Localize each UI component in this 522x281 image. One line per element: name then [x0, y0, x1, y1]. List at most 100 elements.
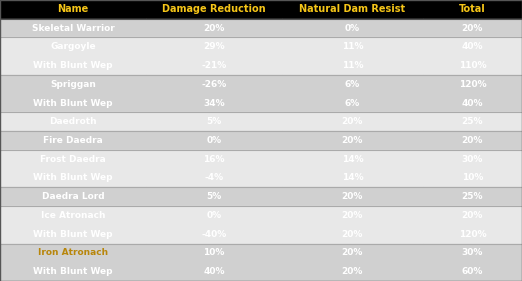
Text: Damage Reduction: Damage Reduction — [162, 4, 266, 14]
Text: 20%: 20% — [342, 136, 363, 145]
Text: 6%: 6% — [345, 99, 360, 108]
Bar — [146, 244, 282, 262]
Text: Iron Atronach: Iron Atronach — [38, 248, 108, 257]
Text: Natural Dam Resist: Natural Dam Resist — [299, 4, 406, 14]
Bar — [0, 244, 146, 262]
Bar — [282, 262, 423, 281]
Bar — [146, 19, 282, 37]
Bar — [423, 225, 522, 244]
Bar — [0, 19, 146, 37]
Text: Name: Name — [57, 4, 89, 14]
Text: 6%: 6% — [345, 80, 360, 89]
Bar — [0, 94, 146, 112]
Bar — [146, 94, 282, 112]
Text: 25%: 25% — [461, 117, 483, 126]
Bar — [146, 206, 282, 225]
Bar — [0, 206, 146, 225]
Text: 20%: 20% — [342, 117, 363, 126]
Bar — [146, 112, 282, 131]
Text: Gargoyle: Gargoyle — [50, 42, 96, 51]
Text: 11%: 11% — [341, 42, 363, 51]
Text: -21%: -21% — [201, 61, 227, 70]
Bar — [0, 112, 146, 131]
Bar — [282, 94, 423, 112]
Bar — [423, 75, 522, 94]
Text: 34%: 34% — [203, 99, 225, 108]
Text: Frost Daedra: Frost Daedra — [40, 155, 106, 164]
Text: 60%: 60% — [462, 267, 483, 276]
Bar — [0, 169, 146, 187]
Bar — [423, 187, 522, 206]
Text: 20%: 20% — [342, 192, 363, 201]
Text: 110%: 110% — [459, 61, 486, 70]
Text: Total: Total — [459, 4, 486, 14]
Text: With Blunt Wep: With Blunt Wep — [33, 173, 113, 182]
Text: 20%: 20% — [342, 248, 363, 257]
Text: 5%: 5% — [206, 192, 222, 201]
Bar — [282, 206, 423, 225]
Text: Ice Atronach: Ice Atronach — [41, 211, 105, 220]
Bar — [0, 187, 146, 206]
Bar — [0, 75, 146, 94]
Bar — [0, 262, 146, 281]
Text: 20%: 20% — [462, 211, 483, 220]
Text: 14%: 14% — [341, 155, 363, 164]
Text: With Blunt Wep: With Blunt Wep — [33, 267, 113, 276]
Bar — [282, 131, 423, 150]
Text: 30%: 30% — [462, 155, 483, 164]
Bar — [146, 75, 282, 94]
Bar — [146, 0, 282, 19]
Bar — [423, 112, 522, 131]
Text: -4%: -4% — [205, 173, 223, 182]
Text: 0%: 0% — [345, 24, 360, 33]
Bar — [282, 75, 423, 94]
Bar — [0, 225, 146, 244]
Bar — [423, 94, 522, 112]
Bar — [423, 169, 522, 187]
Bar — [146, 150, 282, 169]
Text: -40%: -40% — [201, 230, 227, 239]
Text: 14%: 14% — [341, 173, 363, 182]
Bar — [423, 206, 522, 225]
Bar — [282, 19, 423, 37]
Bar — [282, 150, 423, 169]
Text: 16%: 16% — [203, 155, 225, 164]
Bar — [146, 169, 282, 187]
Bar — [282, 112, 423, 131]
Bar — [0, 0, 146, 19]
Text: 5%: 5% — [206, 117, 222, 126]
Bar — [423, 131, 522, 150]
Bar — [146, 187, 282, 206]
Bar — [0, 37, 146, 56]
Bar — [146, 225, 282, 244]
Bar — [146, 37, 282, 56]
Text: 20%: 20% — [462, 136, 483, 145]
Text: 25%: 25% — [461, 192, 483, 201]
Bar — [0, 56, 146, 75]
Bar — [0, 131, 146, 150]
Bar — [146, 131, 282, 150]
Bar — [282, 0, 423, 19]
Bar — [146, 56, 282, 75]
Text: Fire Daedra: Fire Daedra — [43, 136, 103, 145]
Bar — [0, 150, 146, 169]
Text: 10%: 10% — [204, 248, 224, 257]
Text: Daedra Lord: Daedra Lord — [42, 192, 104, 201]
Text: 11%: 11% — [341, 61, 363, 70]
Bar — [423, 37, 522, 56]
Text: Daedroth: Daedroth — [49, 117, 97, 126]
Bar — [423, 19, 522, 37]
Text: 120%: 120% — [459, 80, 486, 89]
Bar — [146, 262, 282, 281]
Text: 40%: 40% — [461, 42, 483, 51]
Bar — [423, 262, 522, 281]
Bar — [423, 0, 522, 19]
Text: 40%: 40% — [203, 267, 225, 276]
Text: -26%: -26% — [201, 80, 227, 89]
Text: 40%: 40% — [461, 99, 483, 108]
Bar — [423, 150, 522, 169]
Bar — [282, 225, 423, 244]
Text: 0%: 0% — [207, 211, 221, 220]
Text: 10%: 10% — [462, 173, 483, 182]
Text: With Blunt Wep: With Blunt Wep — [33, 61, 113, 70]
